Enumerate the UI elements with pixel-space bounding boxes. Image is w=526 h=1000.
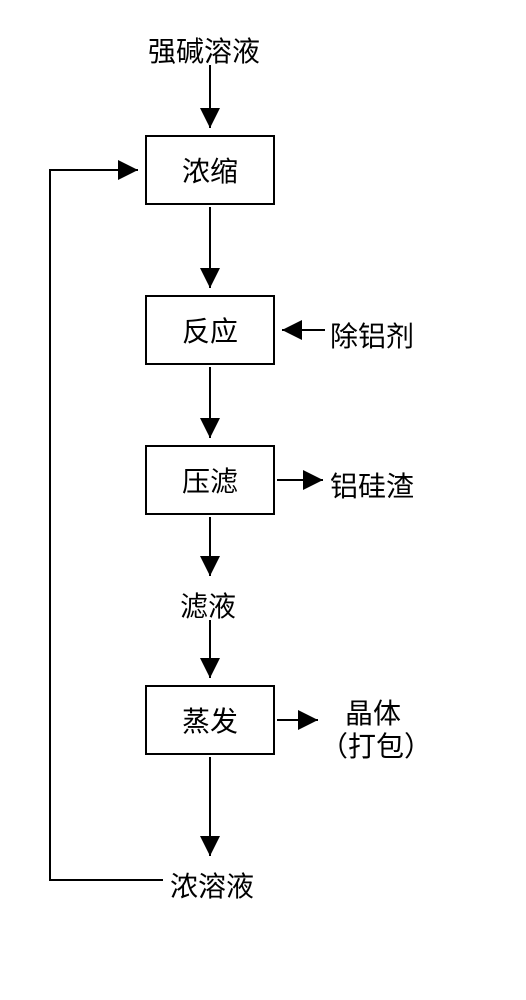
output-label-slag: 铝硅渣 (330, 465, 414, 505)
process-box-label: 反应 (182, 310, 238, 350)
process-box-reaction: 反应 (145, 295, 275, 365)
mid-label-filtrate: 滤液 (180, 585, 236, 625)
bottom-label-concentrated-solution: 浓溶液 (170, 865, 254, 905)
output-label-crystal-line2: （打包） (320, 725, 432, 765)
process-box-label: 蒸发 (182, 700, 238, 740)
input-label-dealuminizer: 除铝剂 (330, 315, 414, 355)
process-box-label: 浓缩 (182, 150, 238, 190)
arrow-recycle-loop (50, 170, 163, 880)
process-box-concentrate: 浓缩 (145, 135, 275, 205)
process-box-evaporate: 蒸发 (145, 685, 275, 755)
process-box-label: 压滤 (182, 460, 238, 500)
process-box-filter-press: 压滤 (145, 445, 275, 515)
input-label-top: 强碱溶液 (148, 30, 260, 70)
